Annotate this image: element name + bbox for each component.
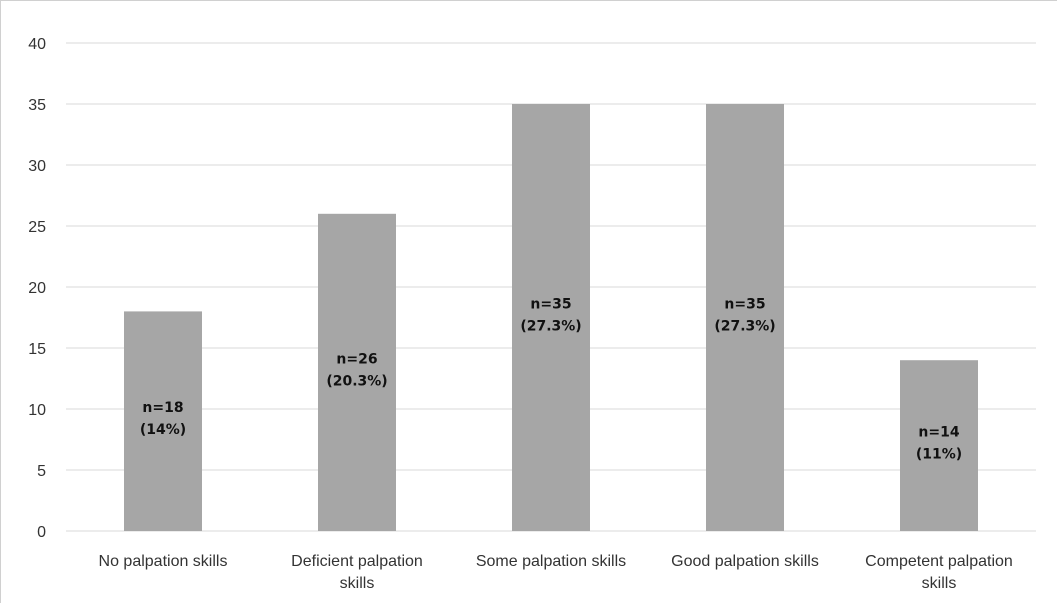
- y-tick-label: 15: [28, 341, 46, 358]
- y-tick-label: 40: [28, 36, 46, 53]
- bar: [318, 213, 396, 532]
- data-label: (27.3%): [714, 319, 775, 335]
- bar: [900, 360, 978, 531]
- data-label: (11%): [916, 447, 962, 463]
- data-label: n=26: [336, 351, 377, 367]
- x-tick-label: skills: [922, 575, 957, 592]
- x-tick-label: No palpation skills: [99, 553, 228, 570]
- data-label: n=35: [530, 297, 571, 313]
- y-tick-label: 35: [28, 97, 46, 114]
- x-tick-label: skills: [340, 575, 375, 592]
- y-tick-label: 30: [28, 158, 46, 175]
- data-label: (27.3%): [520, 319, 581, 335]
- y-tick-label: 0: [37, 524, 46, 541]
- data-label: n=14: [918, 425, 959, 441]
- y-tick-label: 5: [37, 463, 46, 480]
- y-tick-label: 25: [28, 219, 46, 236]
- x-tick-label: Deficient palpation: [291, 553, 423, 570]
- bar: [706, 104, 784, 531]
- x-tick-label: Some palpation skills: [476, 553, 626, 570]
- y-tick-label: 10: [28, 402, 46, 419]
- bar: [124, 311, 202, 531]
- data-label: n=35: [724, 297, 765, 313]
- data-label: n=18: [142, 400, 183, 416]
- bar: [512, 104, 590, 531]
- data-label: (14%): [140, 422, 186, 438]
- data-label: (20.3%): [326, 373, 387, 389]
- y-tick-label: 20: [28, 280, 46, 297]
- x-tick-label: Competent palpation: [865, 553, 1013, 570]
- x-tick-label: Good palpation skills: [671, 553, 819, 570]
